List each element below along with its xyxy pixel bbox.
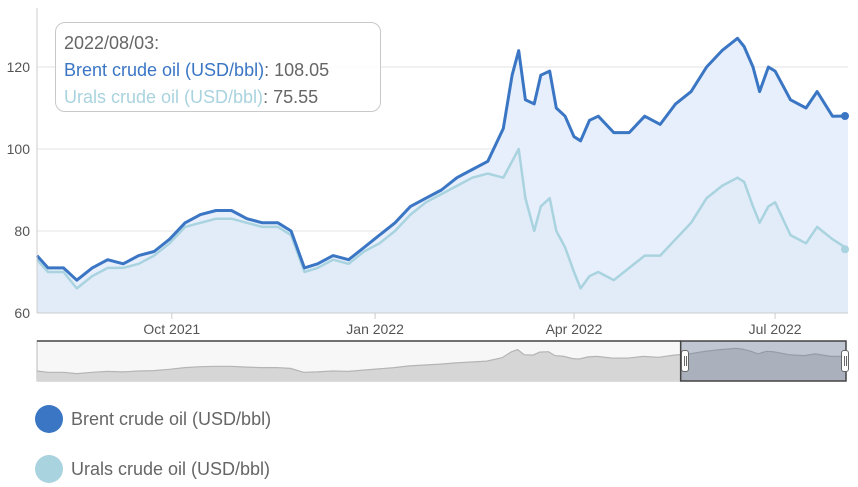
urals-area bbox=[37, 149, 848, 313]
tooltip-date: 2022/08/03: bbox=[64, 33, 160, 53]
tooltip-colon: : bbox=[264, 60, 270, 80]
legend-item-brent[interactable]: Brent crude oil (USD/bbl) bbox=[35, 405, 271, 433]
urals-hover-marker bbox=[841, 245, 849, 254]
brent-area bbox=[37, 38, 848, 314]
navigator-selection[interactable] bbox=[679, 340, 847, 382]
legend-item-urals[interactable]: Urals crude oil (USD/bbl) bbox=[35, 455, 270, 483]
y-tick-label: 60 bbox=[14, 305, 30, 321]
x-tick-label: Oct 2021 bbox=[143, 321, 200, 337]
navigator-series-line bbox=[36, 347, 846, 375]
legend-brent-swatch bbox=[35, 405, 63, 433]
navigator[interactable] bbox=[36, 340, 847, 382]
tooltip: 2022/08/03: Brent crude oil (USD/bbl): 1… bbox=[55, 22, 381, 112]
x-axis: Oct 2021 Jan 2022 Apr 2022 Jul 2022 bbox=[37, 312, 848, 337]
x-tick-label: Jul 2022 bbox=[749, 321, 802, 337]
y-axis: 60 80 100 120 bbox=[7, 8, 38, 321]
plot-area[interactable] bbox=[35, 36, 849, 314]
y-tick-label: 100 bbox=[7, 141, 31, 157]
legend-brent-label: Brent crude oil (USD/bbl) bbox=[71, 408, 272, 429]
tooltip-brent-name: Brent crude oil (USD/bbl) bbox=[64, 60, 265, 80]
tooltip-colon: : bbox=[263, 87, 269, 107]
tooltip-urals-value: 75.55 bbox=[273, 87, 319, 107]
brent-hover-marker bbox=[841, 111, 849, 120]
legend-urals-label: Urals crude oil (USD/bbl) bbox=[71, 458, 271, 479]
x-tick-label: Apr 2022 bbox=[546, 321, 603, 337]
navigator-left-handle[interactable] bbox=[681, 350, 689, 372]
x-tick-label: Jan 2022 bbox=[346, 321, 404, 337]
y-tick-label: 120 bbox=[7, 59, 31, 75]
urals-series-line[interactable] bbox=[36, 147, 849, 290]
tooltip-urals-name: Urals crude oil (USD/bbl) bbox=[64, 87, 264, 107]
navigator-right-handle[interactable] bbox=[841, 350, 849, 372]
y-tick-label: 80 bbox=[14, 223, 30, 239]
legend-urals-swatch bbox=[35, 455, 63, 483]
brent-series-line[interactable] bbox=[35, 36, 849, 282]
tooltip-brent-value: 108.05 bbox=[274, 60, 330, 80]
